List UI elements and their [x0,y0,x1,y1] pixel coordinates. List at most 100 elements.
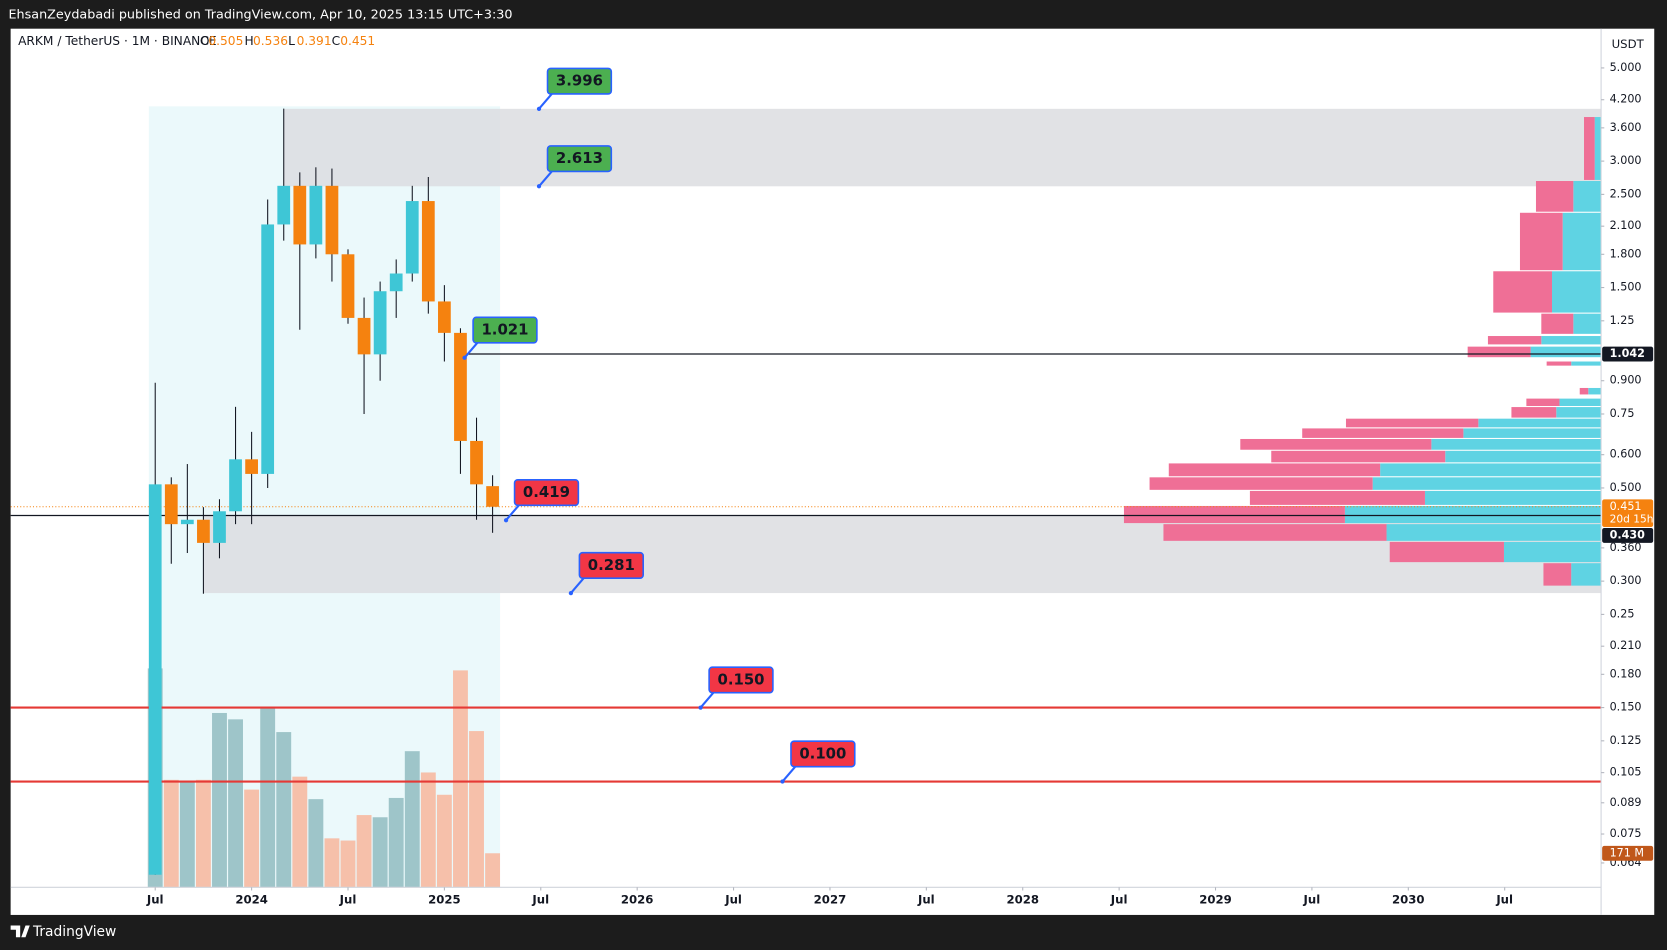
profile-down [1149,477,1373,490]
profile-up [1372,477,1602,490]
brand-logo [10,925,30,938]
profile-down [1345,418,1479,428]
profile-down [1389,541,1504,563]
candle-body [438,301,451,333]
callout-label: 0.100 [799,744,846,762]
callout-anchor [503,518,509,523]
profile-up [1386,524,1602,541]
profile-up [1594,117,1602,180]
y-tick-label: 0.125 [1610,734,1642,747]
profile-down [1546,361,1572,366]
callout-leader [538,93,553,110]
callout-leader [699,692,715,709]
callout-label: 1.021 [481,321,528,339]
volume-bar [244,789,260,888]
candle-body [357,317,371,355]
profile-up [1344,505,1602,524]
ohlc-key: H [245,34,254,48]
callout-leader [538,170,553,187]
y-tick-label: 0.089 [1610,796,1642,809]
volume-bar [276,732,292,888]
volume-bar [340,840,356,888]
callout-anchor [536,184,542,189]
profile-down [1302,428,1464,438]
profile-down [1163,524,1387,541]
publisher-line: EhsanZeydabadi published on TradingView.… [9,7,513,22]
profile-down [1584,117,1595,180]
x-tick-label: Jul [531,893,549,907]
candle-body [341,254,355,318]
x-tick-label: Jul [146,893,164,907]
y-tick-label: 0.360 [1610,541,1642,554]
volume-bar [163,779,179,888]
volume-bar [453,670,468,888]
ohlc-key: C [332,34,341,48]
x-tick-label: Jul [1110,893,1128,907]
callout-anchor [536,106,542,111]
profile-up [1562,212,1602,271]
candle-body [389,273,403,292]
profile-up [1588,387,1602,395]
candle-body [421,201,435,302]
callout-box [790,740,856,768]
volume-bar [372,817,388,888]
volume-bar [356,815,372,888]
volume-bar [420,772,436,888]
candle-body [309,185,323,245]
profile-down [1487,336,1542,345]
profile-down [1493,271,1552,313]
profile-up [1559,398,1602,407]
profile-up [1571,563,1602,586]
x-tick-label: Jul [917,893,935,907]
profile-up [1503,541,1602,563]
profile-up [1573,313,1602,334]
y-tick-label: 0.500 [1610,481,1642,494]
last-price-tag [1602,499,1654,527]
profile-up [1424,490,1602,505]
callout-box [472,316,538,344]
zone [283,108,1602,187]
callout-anchor [698,705,703,710]
callout-leader [505,504,520,521]
x-tick-label: 2027 [814,893,847,907]
ohlc-key: L [288,34,295,48]
profile-down [1535,181,1574,212]
callout-label: 3.996 [556,72,603,90]
candle-body [164,484,178,525]
volume-tag-label: 171 M [1610,846,1644,859]
y-tick-label: 0.105 [1610,766,1642,779]
candle-body [454,332,467,441]
candle-body [293,185,307,245]
profile-down [1526,398,1560,407]
profile-up [1463,428,1602,438]
candle-body [373,291,387,355]
x-tick-label: Jul [1495,893,1513,907]
ohlc-value: 0.391 [297,34,332,48]
price-tag-label: 0.430 [1610,528,1646,541]
profile-down [1511,407,1557,418]
y-tick-label: 3.000 [1610,154,1642,167]
profile-up [1551,271,1602,313]
bar-countdown: 20d 15h [1610,513,1654,526]
volume-bar [485,853,501,888]
y-tick-label: 3.600 [1610,121,1642,134]
y-tick-label: 0.180 [1610,667,1642,680]
callout-label: 0.419 [523,483,570,501]
callout-leader [463,342,479,359]
candle-body [180,519,194,525]
brand-name: TradingView [32,924,116,940]
x-tick-label: 2029 [1199,893,1232,907]
callout-anchor [568,590,574,596]
callout-box [546,67,613,95]
plot-layer: 3.996 2.613 1.021 0.419 0.281 0.150 0.100 [10,67,1602,888]
profile-up [1530,346,1602,358]
callout-box [546,145,613,173]
volume-bar [436,794,452,888]
x-tick-label: Jul [1303,893,1321,907]
x-tick-label: 2026 [621,893,654,907]
callout-anchor [780,779,785,784]
y-tick-label: 0.210 [1610,639,1642,652]
x-tick-label: 2024 [235,893,268,907]
x-tick-label: Jul [724,893,742,907]
